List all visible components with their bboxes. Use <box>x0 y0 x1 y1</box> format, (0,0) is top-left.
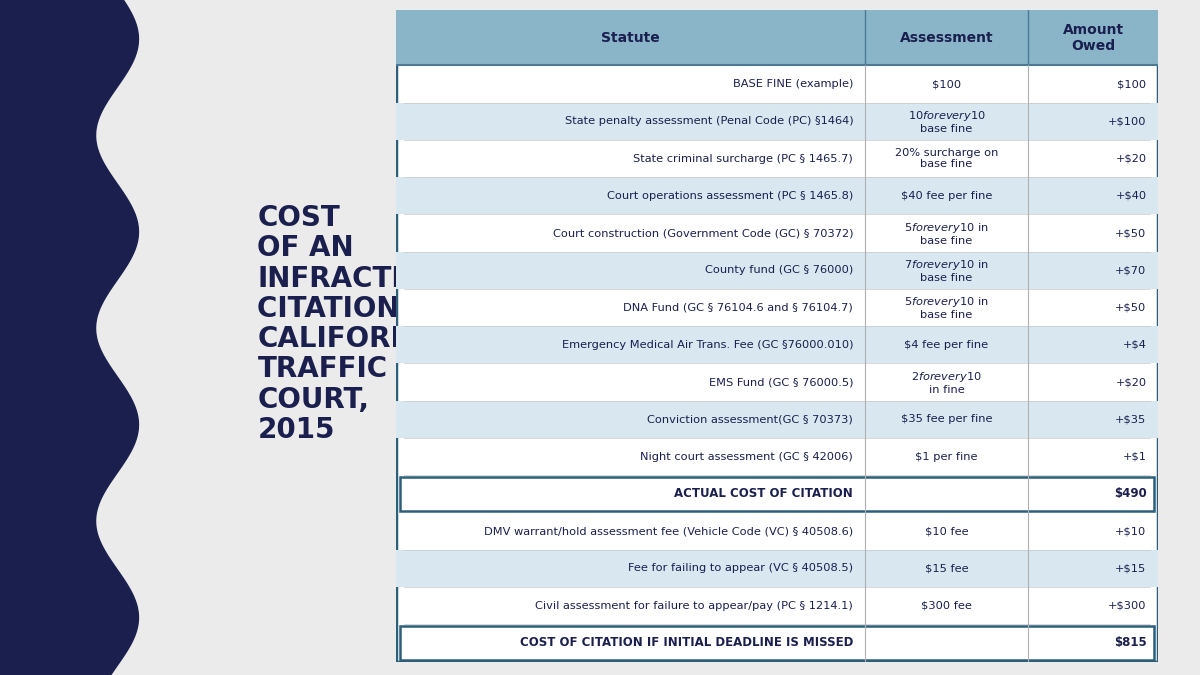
Text: $815: $815 <box>1114 637 1146 649</box>
Text: $15 fee: $15 fee <box>925 564 968 573</box>
Text: +$20: +$20 <box>1116 377 1146 387</box>
Bar <box>396 549 1158 587</box>
Text: $490: $490 <box>1114 487 1146 500</box>
Text: $35 fee per fine: $35 fee per fine <box>901 414 992 425</box>
Text: Night court assessment (GC § 42006): Night court assessment (GC § 42006) <box>641 452 853 462</box>
Text: State criminal surcharge (PC § 1465.7): State criminal surcharge (PC § 1465.7) <box>634 154 853 163</box>
Text: DNA Fund (GC § 76104.6 and § 76104.7): DNA Fund (GC § 76104.6 and § 76104.7) <box>624 302 853 313</box>
Bar <box>396 178 1158 215</box>
Text: Court construction (Government Code (GC) § 70372): Court construction (Government Code (GC)… <box>553 228 853 238</box>
Text: +$20: +$20 <box>1116 154 1146 163</box>
Text: +$100: +$100 <box>1108 116 1146 126</box>
Text: $100: $100 <box>932 79 961 89</box>
Text: $1 per fine: $1 per fine <box>916 452 978 462</box>
Text: +$50: +$50 <box>1115 302 1146 313</box>
Bar <box>400 477 1154 510</box>
Text: +$40: +$40 <box>1116 191 1146 201</box>
Text: COST
OF AN
INFRACTION
CITATION IN
CALIFORNIA
TRAFFIC
COURT,
2015: COST OF AN INFRACTION CITATION IN CALIFO… <box>258 205 449 443</box>
Text: Emergency Medical Air Trans. Fee (GC §76000.010): Emergency Medical Air Trans. Fee (GC §76… <box>562 340 853 350</box>
Text: Civil assessment for failure to appear/pay (PC § 1214.1): Civil assessment for failure to appear/p… <box>535 601 853 611</box>
Text: Fee for failing to appear (VC § 40508.5): Fee for failing to appear (VC § 40508.5) <box>629 564 853 573</box>
Text: +$4: +$4 <box>1123 340 1146 350</box>
Text: BASE FINE (example): BASE FINE (example) <box>733 79 853 89</box>
Text: $10 for every $10
base fine: $10 for every $10 base fine <box>907 109 985 134</box>
Bar <box>400 626 1154 659</box>
Text: $10 fee: $10 fee <box>925 526 968 536</box>
Text: Statute: Statute <box>601 31 660 45</box>
Text: 20% surcharge on
base fine: 20% surcharge on base fine <box>895 148 998 169</box>
Text: Conviction assessment(GC § 70373): Conviction assessment(GC § 70373) <box>648 414 853 425</box>
Bar <box>396 252 1158 289</box>
Text: Amount
Owed: Amount Owed <box>1063 23 1123 53</box>
Text: $5  for every $10 in
base fine: $5 for every $10 in base fine <box>905 295 989 320</box>
Text: DMV warrant/hold assessment fee (Vehicle Code (VC) § 40508.6): DMV warrant/hold assessment fee (Vehicle… <box>484 526 853 536</box>
Text: $4 fee per fine: $4 fee per fine <box>905 340 989 350</box>
Text: $100: $100 <box>1117 79 1146 89</box>
Text: +$15: +$15 <box>1115 564 1146 573</box>
Bar <box>396 401 1158 438</box>
Text: ACTUAL COST OF CITATION: ACTUAL COST OF CITATION <box>674 487 853 500</box>
Text: +$70: +$70 <box>1115 265 1146 275</box>
Text: +$300: +$300 <box>1108 601 1146 611</box>
Text: +$35: +$35 <box>1115 414 1146 425</box>
Bar <box>396 326 1158 364</box>
Polygon shape <box>0 0 138 675</box>
Text: $5 for every $10 in
base fine: $5 for every $10 in base fine <box>905 221 989 246</box>
Text: $40 fee per fine: $40 fee per fine <box>901 191 992 201</box>
Bar <box>396 10 1158 65</box>
Text: Court operations assessment (PC § 1465.8): Court operations assessment (PC § 1465.8… <box>607 191 853 201</box>
Text: $2 for every $10
in fine: $2 for every $10 in fine <box>911 369 982 395</box>
Text: State penalty assessment (Penal Code (PC) §1464): State penalty assessment (Penal Code (PC… <box>564 116 853 126</box>
Text: COST OF CITATION IF INITIAL DEADLINE IS MISSED: COST OF CITATION IF INITIAL DEADLINE IS … <box>520 637 853 649</box>
Text: Assessment: Assessment <box>900 31 994 45</box>
Text: +$50: +$50 <box>1115 228 1146 238</box>
Text: EMS Fund (GC § 76000.5): EMS Fund (GC § 76000.5) <box>709 377 853 387</box>
Text: $7 for every $10 in
base fine: $7 for every $10 in base fine <box>905 258 989 283</box>
Text: County fund (GC § 76000): County fund (GC § 76000) <box>704 265 853 275</box>
Text: $300 fee: $300 fee <box>922 601 972 611</box>
Text: +$1: +$1 <box>1122 452 1146 462</box>
Text: +$10: +$10 <box>1115 526 1146 536</box>
Bar <box>396 103 1158 140</box>
